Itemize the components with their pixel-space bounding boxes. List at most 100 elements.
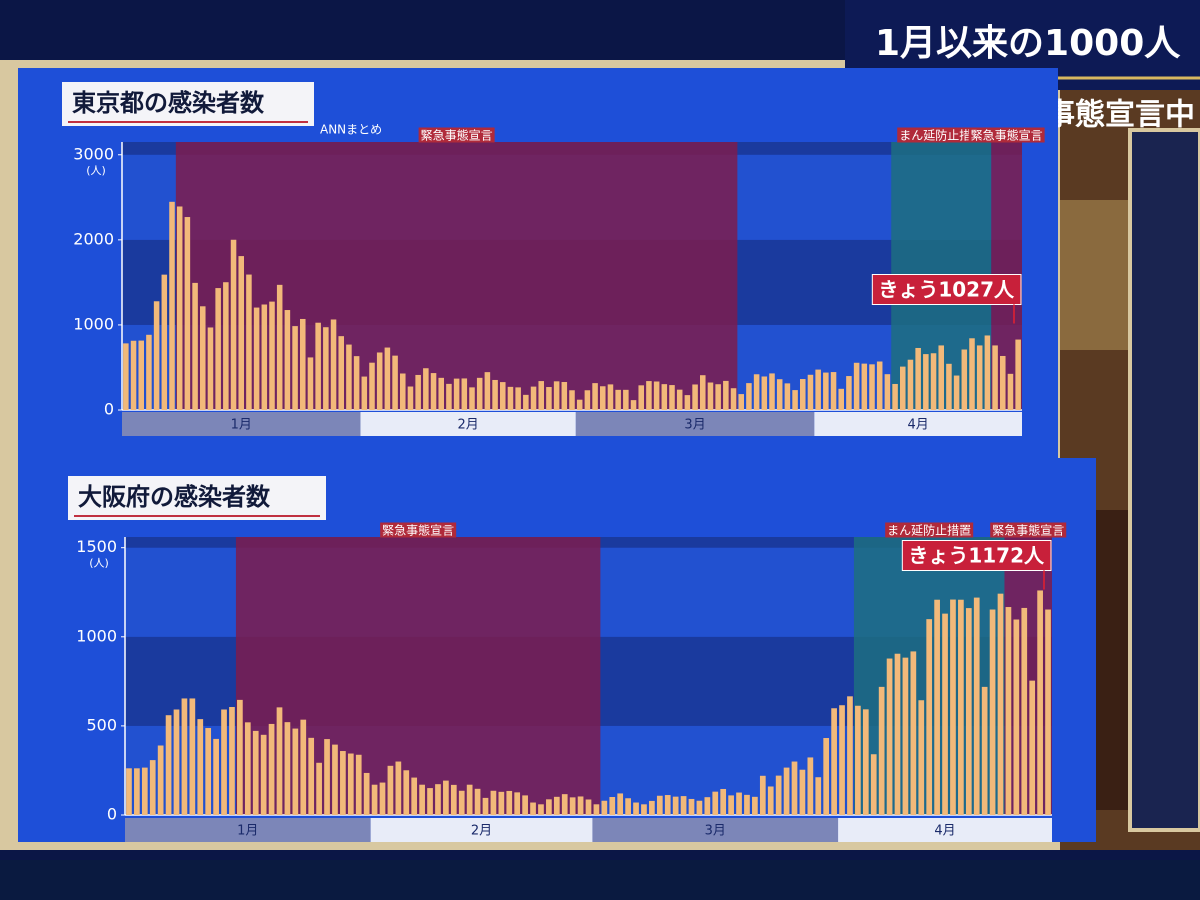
chart-title-box <box>68 476 326 520</box>
bar <box>646 381 652 410</box>
bar <box>292 728 299 815</box>
bar <box>700 375 706 410</box>
period-label: まん延防止措置 <box>899 128 983 143</box>
bar <box>379 782 386 815</box>
bar <box>252 730 259 815</box>
bar <box>728 795 734 815</box>
bar <box>638 385 644 410</box>
bar <box>395 761 402 815</box>
bar <box>141 767 148 815</box>
bar <box>738 394 744 410</box>
bar <box>546 387 552 410</box>
bar <box>215 288 221 410</box>
bar <box>530 386 537 410</box>
bar <box>237 699 243 815</box>
y-tick-label: 2000 <box>73 229 114 248</box>
period-label: まん延防止措置 <box>887 523 971 538</box>
bar <box>784 383 791 410</box>
bar <box>855 705 861 815</box>
bar <box>876 361 883 410</box>
y-tick-label: 0 <box>107 805 117 824</box>
period-label-box <box>968 127 1045 143</box>
bar <box>767 786 774 815</box>
bar <box>946 363 952 410</box>
bar <box>307 357 314 410</box>
bar <box>831 708 837 815</box>
bar <box>730 388 737 410</box>
chart-title-box <box>62 82 314 126</box>
bar <box>482 797 489 815</box>
bar <box>546 799 552 815</box>
bar <box>791 761 798 815</box>
bar <box>799 769 806 815</box>
bar <box>419 784 425 815</box>
bar <box>894 653 901 815</box>
bar <box>514 792 521 815</box>
unit-label: (人) <box>86 164 106 177</box>
bar <box>676 389 683 410</box>
bar <box>138 340 144 410</box>
bar <box>715 384 721 410</box>
bar <box>938 345 944 410</box>
bar <box>607 384 614 410</box>
bar <box>902 657 909 815</box>
bar <box>338 336 344 410</box>
bar <box>846 376 852 410</box>
bar <box>238 256 244 410</box>
bar <box>561 794 568 815</box>
studio-frame <box>1128 128 1200 832</box>
bar <box>630 400 637 410</box>
bar <box>340 751 346 815</box>
bar <box>522 795 528 815</box>
bar <box>315 322 321 410</box>
x-tick-label: 1月 <box>231 418 252 433</box>
bar <box>407 386 414 410</box>
y-tick-label: 1000 <box>73 314 114 333</box>
bar <box>276 284 283 410</box>
bar <box>284 722 291 815</box>
bar <box>146 334 152 410</box>
bar <box>184 217 191 410</box>
bar <box>261 304 268 410</box>
bar <box>346 344 352 410</box>
bar <box>617 793 624 815</box>
bar <box>221 709 227 815</box>
bar <box>684 395 691 410</box>
bar <box>815 777 822 815</box>
period-label-box <box>380 522 457 538</box>
month-band <box>125 818 371 842</box>
bar <box>923 354 929 410</box>
bar <box>438 377 444 410</box>
period-shade <box>175 142 738 410</box>
bar <box>746 383 752 410</box>
bar <box>870 754 877 815</box>
bar <box>443 780 449 815</box>
bar <box>969 338 975 410</box>
bar <box>553 381 560 410</box>
bar <box>965 608 972 815</box>
bar <box>403 770 410 815</box>
period-label: 緊急事態宣言 <box>421 128 493 143</box>
bar <box>997 593 1004 815</box>
bar <box>292 326 298 410</box>
bar <box>1029 680 1036 815</box>
bar <box>838 388 844 410</box>
source-note: ANNまとめ <box>320 123 382 137</box>
bar <box>815 369 821 410</box>
bar <box>984 335 991 410</box>
bar <box>353 356 360 410</box>
period-label: 緊急事態宣言 <box>992 523 1064 538</box>
period-label-box <box>990 522 1067 538</box>
bar <box>553 796 560 815</box>
bar <box>435 784 441 815</box>
bar <box>458 790 465 815</box>
bar <box>492 379 498 410</box>
period-label-box <box>418 127 495 143</box>
bar <box>584 390 591 410</box>
bar <box>609 797 616 815</box>
bar <box>910 651 917 815</box>
bar <box>862 709 869 815</box>
bar <box>1005 607 1012 815</box>
bar <box>934 599 940 815</box>
bar <box>392 355 398 410</box>
